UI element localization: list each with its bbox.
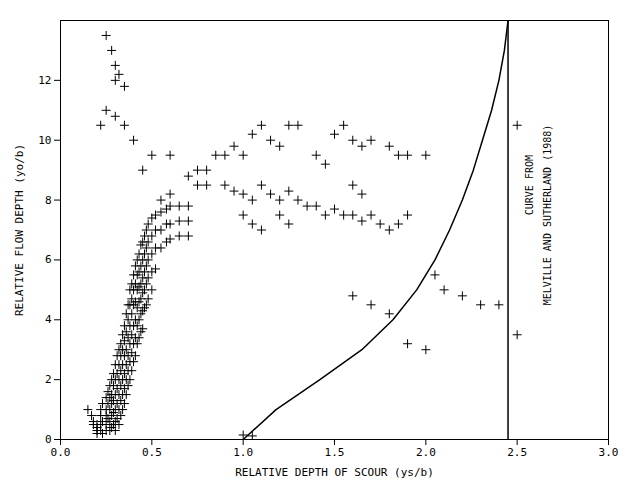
svg-text:2.5: 2.5 <box>507 446 527 459</box>
svg-text:3.0: 3.0 <box>599 446 619 459</box>
svg-text:4: 4 <box>45 313 52 326</box>
svg-text:RELATIVE DEPTH OF SCOUR (ys/b): RELATIVE DEPTH OF SCOUR (ys/b) <box>235 466 434 479</box>
svg-text:0: 0 <box>45 433 52 446</box>
svg-text:CURVE FROM: CURVE FROM <box>524 155 535 215</box>
svg-text:0.0: 0.0 <box>51 446 71 459</box>
svg-text:8: 8 <box>45 194 52 207</box>
svg-text:1.5: 1.5 <box>325 446 345 459</box>
svg-text:1.0: 1.0 <box>233 446 253 459</box>
svg-text:12: 12 <box>38 74 51 87</box>
svg-text:2.0: 2.0 <box>416 446 436 459</box>
svg-text:6: 6 <box>45 253 52 266</box>
svg-text:0.5: 0.5 <box>142 446 162 459</box>
svg-text:MELVILLE AND SUTHERLAND (1988): MELVILLE AND SUTHERLAND (1988) <box>542 125 553 306</box>
svg-text:2: 2 <box>45 373 52 386</box>
svg-text:10: 10 <box>38 134 51 147</box>
svg-text:RELATIVE FLOW DEPTH (yo/b): RELATIVE FLOW DEPTH (yo/b) <box>13 144 26 316</box>
